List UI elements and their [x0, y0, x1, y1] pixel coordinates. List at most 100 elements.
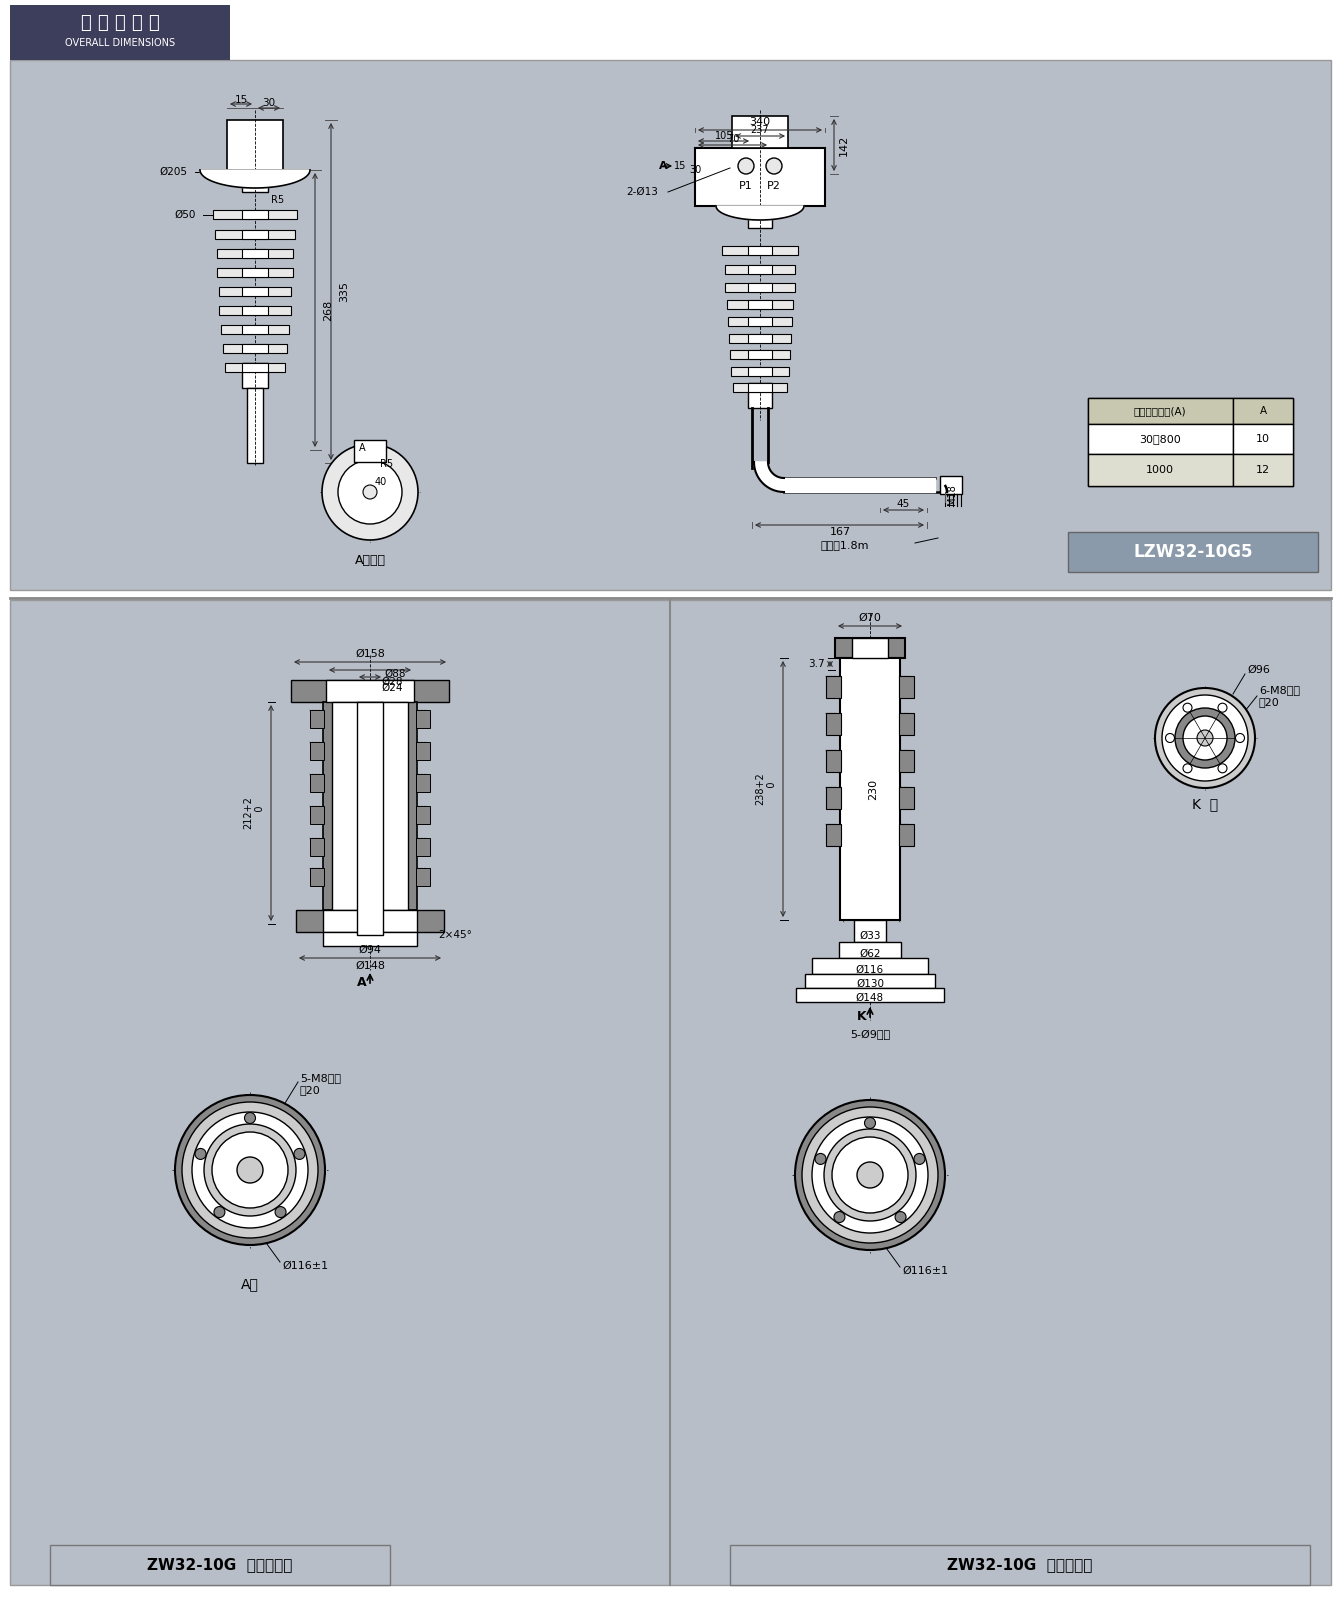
Bar	[835, 638, 905, 658]
Bar	[826, 750, 841, 773]
Bar	[898, 824, 915, 846]
Text: Ø50: Ø50	[174, 210, 196, 219]
Bar	[940, 477, 961, 494]
Bar	[241, 306, 268, 315]
Bar	[9, 600, 1332, 1586]
Bar	[323, 931, 417, 946]
Circle shape	[795, 1101, 945, 1250]
Circle shape	[237, 1157, 263, 1182]
Text: 深20: 深20	[1259, 698, 1279, 707]
Text: 5-M8均布: 5-M8均布	[300, 1074, 341, 1083]
Circle shape	[894, 1211, 907, 1222]
Circle shape	[1198, 730, 1214, 746]
Bar	[416, 806, 430, 824]
Bar	[241, 170, 268, 192]
Bar	[416, 774, 430, 792]
Text: 335: 335	[339, 280, 349, 301]
Text: 12: 12	[1257, 466, 1270, 475]
Text: A: A	[1259, 406, 1266, 416]
Bar	[241, 210, 268, 219]
Circle shape	[766, 158, 782, 174]
Text: 105: 105	[715, 131, 734, 141]
Circle shape	[322, 443, 418, 541]
Text: 30: 30	[689, 165, 701, 174]
Bar	[748, 317, 772, 326]
Polygon shape	[784, 478, 935, 493]
Circle shape	[831, 1138, 908, 1213]
Text: P1: P1	[739, 181, 752, 190]
Bar	[826, 675, 841, 698]
Text: 6-M8均布: 6-M8均布	[1259, 685, 1299, 694]
Bar	[854, 920, 886, 942]
Polygon shape	[754, 462, 784, 493]
Bar	[748, 334, 772, 342]
Bar	[310, 867, 325, 886]
Text: 外 形 尺 寸 图: 外 形 尺 寸 图	[80, 14, 160, 32]
Text: Ø130: Ø130	[856, 979, 884, 989]
Text: ZW32-10G  上绝缘套筒: ZW32-10G 上绝缘套筒	[148, 1557, 292, 1573]
Bar	[1088, 454, 1232, 486]
Circle shape	[823, 1130, 916, 1221]
Bar	[1232, 398, 1293, 424]
Bar	[721, 246, 798, 254]
Circle shape	[915, 1154, 925, 1165]
Circle shape	[1165, 733, 1175, 742]
Text: OVERALL DIMENSIONS: OVERALL DIMENSIONS	[64, 38, 176, 48]
Text: R5: R5	[380, 459, 393, 469]
Bar	[797, 987, 944, 1002]
Text: Ø116: Ø116	[856, 965, 884, 974]
Bar	[748, 382, 772, 408]
Circle shape	[204, 1123, 296, 1216]
Bar	[215, 230, 295, 238]
Text: Ø205: Ø205	[160, 166, 186, 178]
Text: K: K	[857, 1010, 866, 1022]
Bar	[1232, 454, 1293, 486]
Bar	[241, 325, 268, 334]
Text: Ø94: Ø94	[358, 946, 381, 955]
Circle shape	[1183, 763, 1192, 773]
Circle shape	[813, 1117, 928, 1234]
Text: A向局部: A向局部	[354, 554, 385, 566]
Text: 142: 142	[839, 134, 849, 155]
Text: Ø24: Ø24	[381, 683, 402, 693]
Bar	[354, 440, 386, 462]
Text: Ø96: Ø96	[1247, 666, 1270, 675]
Bar	[1088, 424, 1232, 454]
Text: Ø148: Ø148	[355, 962, 385, 971]
Bar	[1088, 398, 1232, 424]
Text: Ø148: Ø148	[856, 994, 884, 1003]
Circle shape	[834, 1211, 845, 1222]
Bar	[225, 363, 286, 371]
Bar	[730, 350, 790, 358]
Bar	[826, 787, 841, 810]
Bar	[310, 838, 325, 856]
Text: 1000: 1000	[1147, 466, 1173, 475]
Circle shape	[363, 485, 377, 499]
Text: 30～800: 30～800	[1139, 434, 1181, 443]
Bar	[323, 910, 417, 931]
Text: Ø28: Ø28	[381, 677, 402, 686]
Text: 30: 30	[263, 98, 275, 109]
Circle shape	[1155, 688, 1255, 787]
Text: Ø62: Ø62	[860, 949, 881, 958]
Text: 5-Ø9均布: 5-Ø9均布	[850, 1030, 890, 1040]
Bar	[748, 301, 772, 309]
Text: 3.7: 3.7	[807, 659, 825, 669]
Text: 167: 167	[830, 526, 850, 538]
Bar	[241, 344, 268, 354]
Bar	[1088, 398, 1293, 486]
Text: 引线长1.8m: 引线长1.8m	[821, 541, 869, 550]
Circle shape	[192, 1112, 308, 1229]
Text: 340: 340	[750, 117, 771, 126]
Text: LZW32-10G5: LZW32-10G5	[1133, 542, 1252, 562]
Bar	[748, 266, 772, 274]
Text: Ø116±1: Ø116±1	[282, 1261, 329, 1270]
Text: 268: 268	[323, 299, 333, 320]
Text: A: A	[359, 443, 366, 453]
Bar	[223, 344, 287, 354]
Circle shape	[1218, 702, 1227, 712]
Bar	[732, 117, 789, 149]
Circle shape	[815, 1154, 826, 1165]
Text: 10: 10	[1257, 434, 1270, 443]
Text: 40: 40	[375, 477, 388, 486]
